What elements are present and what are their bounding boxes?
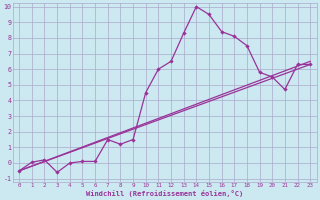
X-axis label: Windchill (Refroidissement éolien,°C): Windchill (Refroidissement éolien,°C) [86, 190, 243, 197]
